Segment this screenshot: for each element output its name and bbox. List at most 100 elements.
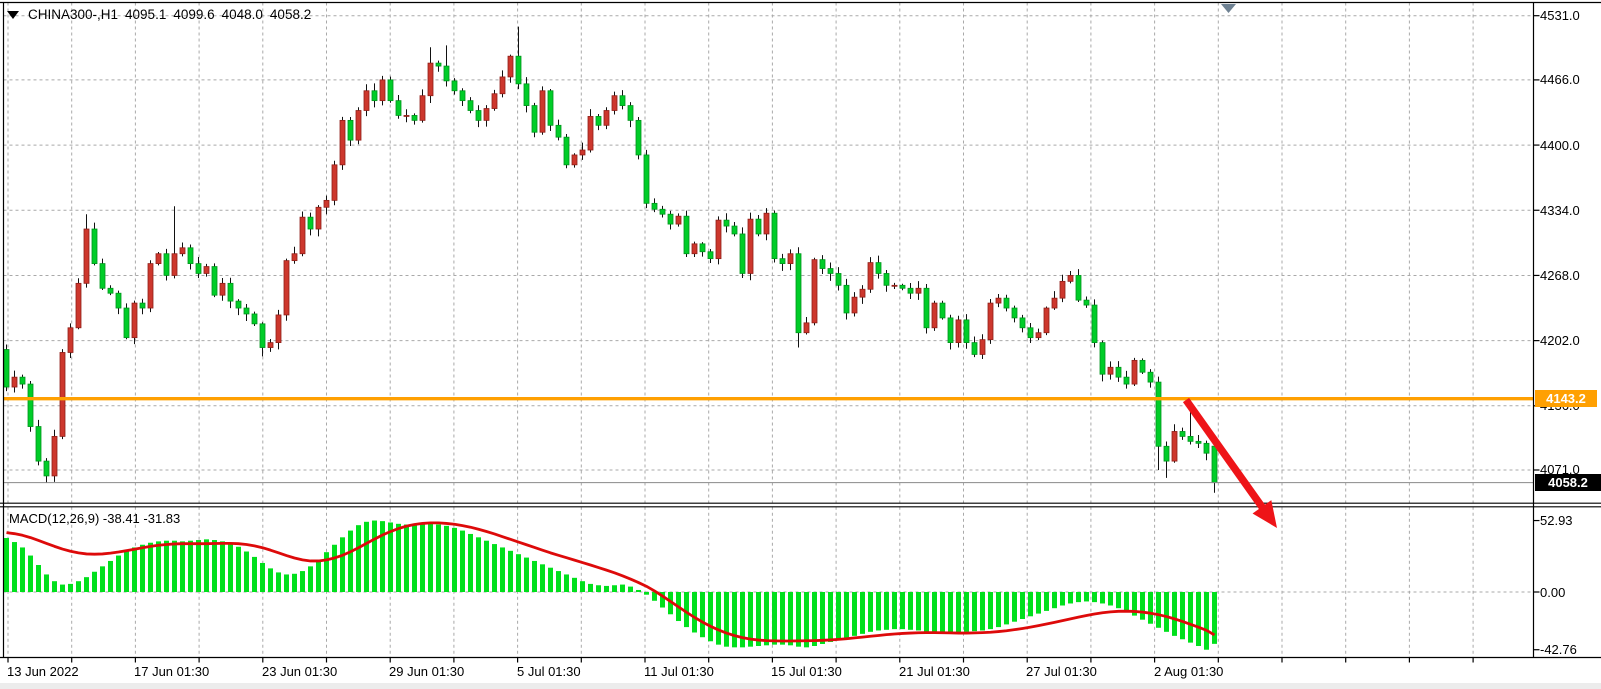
bear-candle[interactable] xyxy=(1011,307,1018,319)
bull-candle[interactable] xyxy=(11,376,18,388)
bear-candle[interactable] xyxy=(395,100,402,116)
bear-candle[interactable] xyxy=(91,228,98,264)
bear-candle[interactable] xyxy=(627,105,634,121)
bull-candle[interactable] xyxy=(59,352,66,437)
bull-candle[interactable] xyxy=(787,253,794,264)
bull-candle[interactable] xyxy=(483,108,490,121)
bear-candle[interactable] xyxy=(3,349,10,388)
bear-candle[interactable] xyxy=(251,313,258,325)
bull-candle[interactable] xyxy=(147,263,154,309)
bear-candle[interactable] xyxy=(547,90,554,126)
bear-candle[interactable] xyxy=(1155,381,1162,447)
bull-candle[interactable] xyxy=(1067,275,1074,282)
bull-candle[interactable] xyxy=(403,115,410,117)
bear-candle[interactable] xyxy=(1187,436,1194,442)
bull-candle[interactable] xyxy=(587,116,594,151)
bull-candle[interactable] xyxy=(1107,366,1114,375)
bear-candle[interactable] xyxy=(739,233,746,274)
bear-candle[interactable] xyxy=(1139,359,1146,373)
bull-candle[interactable] xyxy=(275,314,282,343)
bull-candle[interactable] xyxy=(83,228,90,284)
bear-candle[interactable] xyxy=(779,258,786,264)
bear-candle[interactable] xyxy=(899,284,906,289)
bull-candle[interactable] xyxy=(1171,431,1178,462)
bear-candle[interactable] xyxy=(907,287,914,294)
bear-candle[interactable] xyxy=(755,218,762,235)
bull-candle[interactable] xyxy=(283,260,290,316)
bear-candle[interactable] xyxy=(459,90,466,102)
bear-candle[interactable] xyxy=(27,383,34,427)
bear-candle[interactable] xyxy=(411,115,418,121)
bear-candle[interactable] xyxy=(835,273,842,286)
bull-candle[interactable] xyxy=(299,216,306,255)
bear-candle[interactable] xyxy=(971,342,978,355)
bear-candle[interactable] xyxy=(115,292,122,309)
bull-candle[interactable] xyxy=(955,319,962,343)
bear-candle[interactable] xyxy=(723,219,730,227)
bull-candle[interactable] xyxy=(747,218,754,274)
bear-candle[interactable] xyxy=(387,79,394,102)
bear-candle[interactable] xyxy=(875,262,882,274)
bull-candle[interactable] xyxy=(51,436,58,477)
bear-candle[interactable] xyxy=(659,208,666,215)
bear-candle[interactable] xyxy=(699,243,706,253)
bull-candle[interactable] xyxy=(675,215,682,225)
bull-candle[interactable] xyxy=(323,199,330,208)
bear-candle[interactable] xyxy=(939,302,946,319)
bear-candle[interactable] xyxy=(123,307,130,339)
bear-candle[interactable] xyxy=(731,225,738,235)
bull-candle[interactable] xyxy=(67,327,74,353)
bear-candle[interactable] xyxy=(1091,304,1098,343)
bull-candle[interactable] xyxy=(979,339,986,355)
bull-candle[interactable] xyxy=(763,212,770,235)
bull-candle[interactable] xyxy=(315,206,322,230)
bear-candle[interactable] xyxy=(1075,275,1082,301)
bull-candle[interactable] xyxy=(867,262,874,290)
bull-candle[interactable] xyxy=(715,219,722,260)
bear-candle[interactable] xyxy=(523,83,530,106)
bear-candle[interactable] xyxy=(211,266,218,296)
bull-candle[interactable] xyxy=(931,302,938,329)
bull-candle[interactable] xyxy=(419,95,426,121)
bull-candle[interactable] xyxy=(1043,307,1050,334)
bull-candle[interactable] xyxy=(1035,332,1042,339)
bull-candle[interactable] xyxy=(499,76,506,95)
bear-candle[interactable] xyxy=(595,116,602,126)
bear-candle[interactable] xyxy=(451,80,458,92)
bear-candle[interactable] xyxy=(555,124,562,138)
bull-candle[interactable] xyxy=(915,287,922,294)
bear-candle[interactable] xyxy=(35,426,42,462)
bear-candle[interactable] xyxy=(795,253,802,334)
bear-candle[interactable] xyxy=(667,213,674,225)
bear-candle[interactable] xyxy=(947,317,954,343)
bear-candle[interactable] xyxy=(771,212,778,260)
bear-candle[interactable] xyxy=(371,90,378,102)
bear-candle[interactable] xyxy=(531,105,538,133)
bear-candle[interactable] xyxy=(195,263,202,274)
bear-candle[interactable] xyxy=(1123,376,1130,385)
bull-candle[interactable] xyxy=(1059,280,1066,299)
bull-candle[interactable] xyxy=(539,90,546,133)
bear-candle[interactable] xyxy=(1195,440,1202,444)
bear-candle[interactable] xyxy=(643,154,650,204)
bear-candle[interactable] xyxy=(347,119,354,141)
bull-candle[interactable] xyxy=(507,55,514,78)
bear-candle[interactable] xyxy=(635,119,642,156)
bull-candle[interactable] xyxy=(75,282,82,329)
bear-candle[interactable] xyxy=(1083,299,1090,306)
bull-candle[interactable] xyxy=(579,149,586,156)
bear-candle[interactable] xyxy=(963,319,970,343)
bull-candle[interactable] xyxy=(611,95,618,111)
bull-candle[interactable] xyxy=(1131,359,1138,385)
bear-candle[interactable] xyxy=(1179,431,1186,437)
bull-candle[interactable] xyxy=(859,288,866,298)
bull-candle[interactable] xyxy=(179,247,186,255)
bear-candle[interactable] xyxy=(1003,297,1010,309)
bull-candle[interactable] xyxy=(331,164,338,201)
bear-candle[interactable] xyxy=(1211,445,1218,484)
bear-candle[interactable] xyxy=(139,302,146,309)
bull-candle[interactable] xyxy=(427,62,434,97)
bear-candle[interactable] xyxy=(443,65,450,82)
bear-candle[interactable] xyxy=(923,287,930,329)
candlestick-series[interactable] xyxy=(3,26,1218,493)
